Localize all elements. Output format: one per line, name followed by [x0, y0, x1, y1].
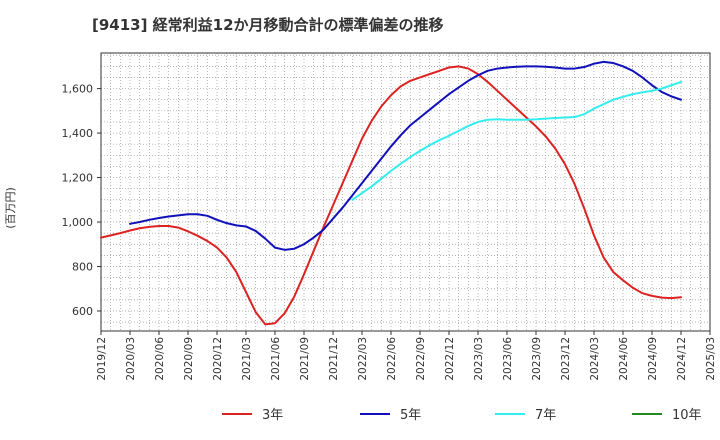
y-tick-label: 1,600 — [62, 83, 94, 96]
series-line-2 — [129, 60, 682, 251]
legend-label-1: 3年 — [262, 408, 283, 423]
x-tick-label: 2025/03 — [705, 337, 717, 381]
legend-label-4: 10年 — [672, 408, 702, 423]
y-tick-label: 800 — [72, 261, 93, 274]
x-tick-label: 2024/03 — [589, 337, 601, 381]
plot-border — [100, 52, 711, 332]
y-tick-label: 1,000 — [62, 216, 94, 229]
x-tick-label: 2023/12 — [560, 337, 572, 381]
series-layer — [100, 60, 682, 326]
x-tick-label: 2022/03 — [357, 337, 369, 381]
x-tick-label: 2021/09 — [299, 337, 311, 381]
x-tick-label: 2019/12 — [96, 337, 108, 381]
x-tick-label: 2023/06 — [502, 337, 514, 381]
x-tick-label: 2022/06 — [386, 337, 398, 381]
x-tick-label: 2021/06 — [270, 337, 282, 381]
series-line-1 — [100, 65, 682, 326]
y-tick-label: 1,200 — [62, 172, 94, 185]
y-tick-label: 600 — [72, 305, 93, 318]
chart-title: [9413] 経常利益12か月移動合計の標準偏差の推移 — [92, 16, 444, 34]
x-tick-label: 2020/09 — [183, 337, 195, 381]
x-tick-label: 2024/09 — [647, 337, 659, 381]
x-tick-label: 2022/09 — [415, 337, 427, 381]
x-tick-label: 2024/06 — [618, 337, 630, 381]
series-line-3 — [351, 80, 682, 201]
x-tick-label: 2022/12 — [444, 337, 456, 381]
legend-label-3: 7年 — [535, 408, 556, 423]
axis-layer: 600 800 1,000 1,200 1,400 1,600 2019/12 2020/03… — [62, 52, 717, 381]
legend-label-2: 5年 — [400, 408, 421, 423]
x-tick-label: 2021/03 — [241, 337, 253, 381]
x-tick-label: 2023/09 — [531, 337, 543, 381]
x-tick-label: 2020/12 — [212, 337, 224, 381]
plot-area — [101, 53, 710, 331]
x-tick-label: 2020/06 — [154, 337, 166, 381]
grid-layer — [100, 53, 711, 331]
y-tick-label: 1,400 — [62, 127, 94, 140]
legend: 3年 5年 7年 10年 — [222, 408, 702, 423]
x-tick-label: 2023/03 — [473, 337, 485, 381]
x-tick-label: 2024/12 — [676, 337, 688, 381]
x-tick-label: 2020/03 — [125, 337, 137, 381]
x-tick-label: 2021/12 — [328, 337, 340, 381]
